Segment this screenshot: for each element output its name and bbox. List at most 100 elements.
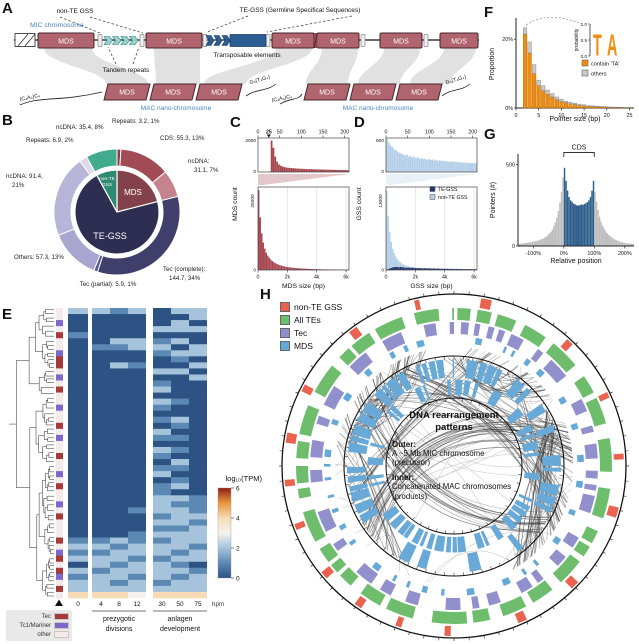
circos-ring-segment [585, 470, 598, 479]
row-annotation [56, 537, 63, 544]
circos-ring-segment [506, 333, 524, 351]
svg-text:MDS: MDS [319, 90, 335, 97]
svg-text:hpm: hpm [212, 601, 224, 608]
svg-text:anlagen: anlagen [168, 616, 193, 623]
telomere-hatched-box [14, 33, 36, 47]
circos-ring-segment [564, 575, 579, 589]
svg-text:MIC chromosome: MIC chromosome [30, 22, 84, 29]
circos-ring-segment [495, 329, 506, 343]
svg-text:Tandem repeats: Tandem repeats [103, 67, 150, 74]
svg-text:GSS count: GSS count [356, 187, 363, 220]
svg-text:30: 30 [158, 601, 166, 608]
panel-d-letter: D [354, 114, 365, 131]
svg-text:divisions: divisions [106, 626, 133, 633]
svg-text:25: 25 [626, 113, 632, 119]
circos-ring-segment [585, 397, 607, 427]
circos-ring-segment [351, 332, 376, 355]
pointer-box [360, 34, 366, 47]
circos-ring-segment [581, 526, 598, 544]
circos-ring-segment [348, 538, 357, 546]
row-annotation [56, 471, 63, 478]
circos-ring-segment [562, 531, 579, 548]
svg-text:75: 75 [194, 601, 202, 608]
svg-text:1.0: 1.0 [581, 22, 588, 27]
row-annotation [56, 314, 63, 321]
svg-text:4k: 4k [314, 275, 320, 281]
row-annotation [56, 368, 63, 375]
mac-mds-box [149, 83, 197, 101]
svg-text:0.0: 0.0 [581, 54, 588, 59]
tandem-repeat-chevron [120, 36, 130, 45]
circos-ring-segment [523, 358, 532, 367]
svg-text:0: 0 [381, 169, 384, 175]
svg-text:0: 0 [257, 130, 260, 136]
svg-text:MDS: MDS [165, 90, 181, 97]
circos-ring-segment [330, 557, 347, 573]
svg-text:0: 0 [381, 268, 384, 274]
other-color-swatch [54, 631, 69, 638]
circos-ring-segment [515, 576, 533, 594]
legend-all-tes: All TEs [294, 315, 321, 325]
svg-text:0: 0 [253, 268, 256, 274]
svg-text:TE-GSS: TE-GSS [438, 187, 458, 193]
all-tes-swatch [280, 315, 290, 325]
mac-mds-box [195, 83, 243, 101]
svg-text:0: 0 [385, 130, 388, 136]
row-annotation [56, 374, 63, 381]
svg-text:MDS: MDS [393, 39, 409, 46]
svg-text:50: 50 [277, 130, 283, 136]
svg-text:MDS: MDS [119, 90, 135, 97]
row-annotation [56, 344, 63, 351]
circos-inner-desc: Concatenated MAC chromosomes (products) [392, 482, 512, 501]
tec-swatch [280, 328, 290, 338]
svg-text:2000: 2000 [245, 138, 256, 144]
row-annotation [56, 398, 63, 405]
row-annotation [56, 416, 63, 424]
circos-ring-segment [440, 588, 445, 596]
panel-b: B MDS TE-GSS non-TE GSS Repeats: 3.2, 1% CDS:… [0, 108, 232, 304]
row-legend-label-tec: Tec [41, 613, 51, 620]
circos-ring-segment [499, 595, 527, 617]
circos-ring-segment [363, 368, 373, 378]
svg-text:150: 150 [319, 130, 328, 136]
svg-text:50: 50 [176, 601, 184, 608]
panel-g-letter: G [484, 126, 496, 143]
circos-ring-segment [349, 326, 363, 341]
circos-ring-segment [382, 332, 406, 352]
row-legend-label-other: other [37, 631, 51, 638]
donut-inner-wedge [74, 174, 160, 255]
te-chevron [213, 35, 223, 46]
svg-text:4: 4 [99, 601, 103, 608]
circos-ring-segment [584, 443, 598, 460]
circos-ring-segment [474, 337, 483, 346]
circos-ring-segment [501, 577, 511, 587]
circos-ring-segment [452, 308, 454, 321]
circos-ring-segment [535, 368, 545, 378]
row-annotation [56, 585, 63, 593]
svg-text:200: 200 [468, 130, 477, 136]
circos-ring-segment [570, 422, 579, 431]
svg-text:5: 5 [537, 113, 540, 119]
row-annotation [56, 410, 63, 418]
svg-text:0: 0 [515, 113, 518, 119]
row-annotation [56, 477, 63, 484]
svg-text:500: 500 [506, 163, 515, 169]
row-annotation [56, 332, 63, 339]
panel-d: D 0 50 100 150 200 600 0 13000 0 0 2k 4k 6k GSS size … [352, 112, 482, 304]
circos-ring-segment [323, 386, 345, 410]
circos-ring-segment [502, 346, 508, 354]
circos-ring-segment [342, 392, 353, 402]
svg-text:100: 100 [297, 130, 306, 136]
circos-ring-segment [324, 463, 331, 467]
row-annotation [56, 519, 63, 526]
circos-ring-segment [552, 554, 580, 583]
svg-text:prezygotic: prezygotic [103, 616, 135, 623]
circos-ring-segment [371, 561, 382, 572]
svg-text:Proportion: Proportion [489, 48, 496, 80]
svg-text:MDS size (bp): MDS size (bp) [282, 283, 325, 290]
svg-text:MDS count: MDS count [232, 187, 239, 221]
mds-box [439, 32, 479, 49]
circos-ring-segment [421, 585, 429, 594]
svg-text:25000: 25000 [250, 194, 256, 208]
mds-swatch [280, 341, 290, 351]
